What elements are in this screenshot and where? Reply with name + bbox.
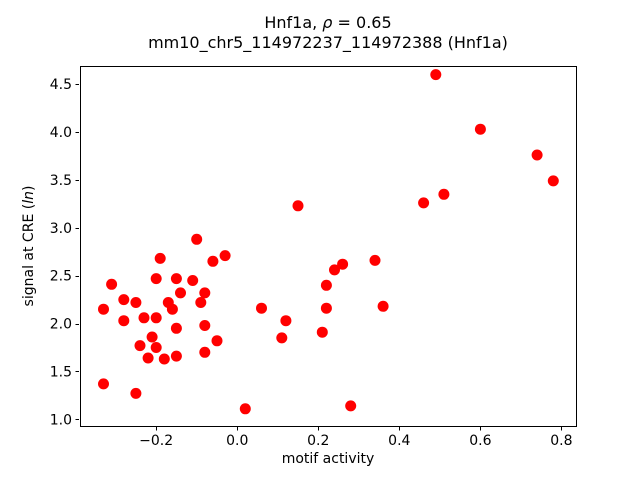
data-point — [150, 342, 162, 353]
x-tick-label: −0.2 — [139, 433, 173, 449]
data-point — [187, 275, 199, 286]
data-point — [170, 273, 182, 285]
title-rho-value: = 0.65 — [332, 13, 392, 32]
x-axis-label: motif activity — [281, 451, 375, 467]
x-tick-label: 0.6 — [469, 433, 491, 449]
data-point — [280, 315, 292, 327]
x-tick-label: 0.2 — [307, 433, 329, 449]
y-tick-label: 1.0 — [50, 412, 72, 428]
data-point — [130, 297, 142, 308]
data-point — [547, 175, 559, 187]
chart-title: Hnf1a, ρ = 0.65 — [80, 13, 576, 33]
y-tick-label: 4.0 — [50, 125, 72, 141]
data-point — [170, 350, 182, 362]
data-point — [219, 250, 231, 262]
y-tick-label: 1.5 — [50, 364, 72, 380]
data-point — [154, 252, 166, 264]
data-point — [138, 312, 150, 324]
data-point — [320, 302, 332, 314]
data-point — [329, 264, 340, 276]
data-point — [98, 378, 109, 390]
data-point — [106, 278, 118, 290]
data-point — [256, 302, 267, 314]
data-point — [316, 326, 328, 338]
data-point — [175, 287, 186, 299]
title-rho-symbol: ρ — [322, 13, 333, 32]
data-point — [377, 300, 389, 312]
data-point — [199, 346, 211, 358]
data-point — [191, 233, 203, 245]
y-tick-label: 4.5 — [50, 77, 72, 93]
data-point — [158, 353, 170, 365]
chart-subtitle: mm10_chr5_114972237_114972388 (Hnf1a) — [148, 33, 508, 52]
x-tick-label: 0.0 — [226, 433, 248, 449]
data-point — [531, 149, 543, 161]
y-axis-label: signal at CRE (ln) — [21, 185, 37, 307]
x-tick-label: 0.8 — [550, 433, 572, 449]
y-tick-label: 3.0 — [50, 221, 72, 237]
data-point — [292, 200, 304, 212]
x-tick-label: 0.4 — [388, 433, 410, 449]
data-point — [211, 335, 223, 347]
data-point — [150, 312, 162, 324]
data-point — [98, 303, 109, 315]
data-point — [118, 294, 130, 306]
data-point — [369, 254, 381, 266]
data-point — [345, 400, 357, 412]
data-point — [118, 315, 130, 327]
y-tick-label: 2.0 — [50, 317, 72, 333]
data-point — [474, 123, 486, 135]
data-point — [195, 297, 207, 308]
data-point — [199, 287, 211, 299]
data-point — [418, 197, 430, 209]
data-point — [199, 320, 211, 331]
data-point — [170, 322, 182, 334]
chart-title-block: Hnf1a, ρ = 0.65 mm10_chr5_114972237_1149… — [80, 13, 576, 53]
data-point — [207, 255, 219, 267]
title-gene: Hnf1a, — [264, 13, 323, 32]
data-point — [146, 331, 158, 343]
data-point — [320, 279, 332, 291]
data-point — [337, 258, 349, 270]
data-point — [150, 273, 162, 285]
y-tick-label: 2.5 — [50, 269, 72, 285]
plot-border — [80, 66, 577, 427]
data-point — [130, 387, 142, 399]
data-point — [142, 352, 154, 364]
data-point — [239, 403, 251, 415]
data-point — [134, 340, 146, 352]
data-point — [166, 303, 178, 315]
data-point — [438, 188, 450, 200]
data-point — [430, 69, 442, 81]
data-point — [276, 332, 288, 344]
y-tick-label: 3.5 — [50, 173, 72, 189]
